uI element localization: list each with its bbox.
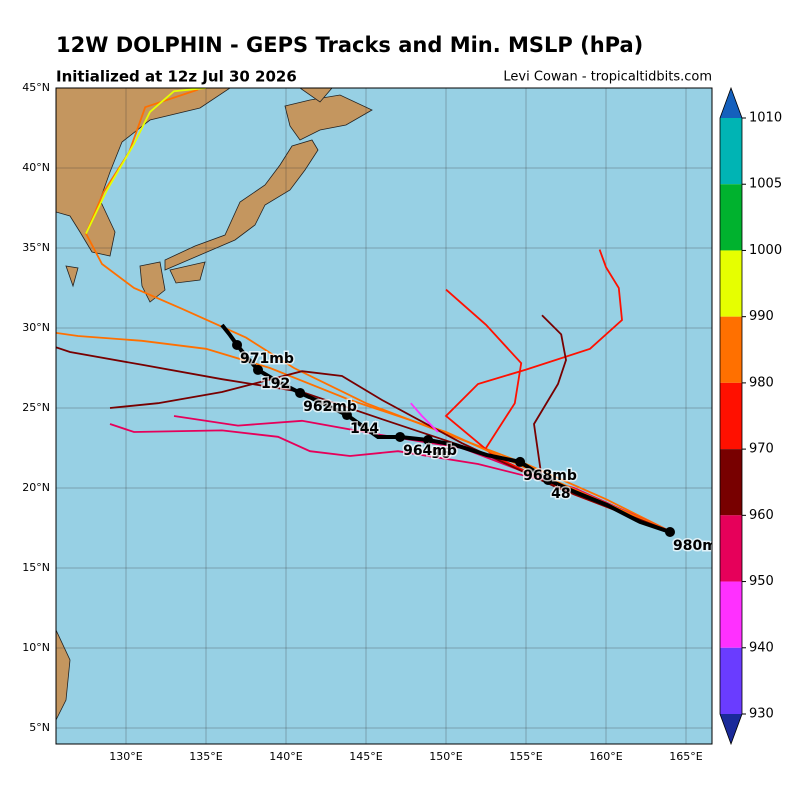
mean-label: 144	[350, 421, 379, 437]
lon-label: 160°E	[589, 750, 622, 763]
colorbar-extend	[720, 88, 742, 118]
colorbar-segment	[720, 515, 742, 582]
lat-label: 35°N	[22, 241, 50, 254]
colorbar-segment	[720, 316, 742, 383]
colorbar-label: 980	[749, 375, 774, 390]
member-track	[109, 423, 671, 533]
credit: Levi Cowan - tropicaltidbits.com	[503, 70, 712, 85]
land	[139, 261, 166, 303]
land	[299, 88, 333, 103]
lon-label: 140°E	[269, 750, 302, 763]
colorbar-segment	[720, 581, 742, 648]
colorbar-label: 960	[749, 508, 774, 523]
mean-point	[395, 431, 406, 442]
lat-label: 40°N	[22, 161, 50, 174]
map-frame	[55, 87, 713, 745]
colorbar-label: 930	[749, 707, 774, 722]
mean-label: 971mb	[240, 351, 294, 367]
mean-label: 964mb	[403, 443, 457, 459]
colorbar-extend	[720, 714, 742, 744]
mean-point	[515, 456, 526, 467]
lon-label: 135°E	[189, 750, 222, 763]
mean-label: 48	[551, 486, 570, 502]
colorbar-label: 1000	[749, 243, 782, 258]
land	[164, 139, 319, 271]
mean-point	[253, 364, 263, 375]
mean-label: 968mb	[523, 468, 577, 484]
member-track	[533, 314, 567, 481]
lon-label: 165°E	[669, 750, 702, 763]
colorbar-segment	[720, 382, 742, 450]
colorbar-segment	[720, 118, 742, 185]
lat-label: 25°N	[22, 401, 50, 414]
mean-point	[295, 387, 306, 398]
colorbar-segment	[720, 449, 742, 516]
title: 12W DOLPHIN - GEPS Tracks and Min. MSLP …	[56, 33, 643, 57]
mean-label: 192	[261, 376, 290, 392]
colorbar-label: 970	[749, 442, 774, 457]
colorbar-label: 990	[749, 309, 774, 324]
mean-point	[665, 527, 675, 537]
member-track	[410, 402, 439, 433]
lat-label: 30°N	[22, 321, 50, 334]
colorbar: 1010 1005 1000 990 980 970 960 950 940 930	[719, 86, 782, 746]
mean-label: 980mb	[673, 538, 727, 554]
lon-label: 150°E	[429, 750, 462, 763]
colorbar-label: 940	[749, 640, 774, 655]
colorbar-label: 950	[749, 574, 774, 589]
member-track	[445, 288, 523, 449]
member-track	[109, 370, 671, 533]
lon-label: 130°E	[109, 750, 142, 763]
lat-label: 5°N	[29, 721, 50, 734]
colorbar-label: 1010	[749, 111, 782, 126]
land	[169, 261, 206, 284]
land	[65, 265, 79, 288]
mean-label: 96	[431, 446, 450, 462]
colorbar-segment	[720, 647, 742, 714]
colorbar-segment	[720, 184, 742, 251]
mean-point	[341, 410, 352, 421]
mean-label: 962mb	[303, 399, 357, 415]
mean-track	[220, 323, 671, 534]
member-track	[444, 249, 671, 533]
member-track	[85, 88, 207, 234]
lon-label: 155°E	[509, 750, 542, 763]
mean-point	[423, 435, 434, 445]
lat-label: 20°N	[22, 481, 50, 494]
mean-point	[232, 339, 243, 350]
lat-label: 45°N	[22, 81, 50, 94]
colorbar-label: 1005	[749, 177, 782, 192]
subtitle: Initialized at 12z Jul 30 2026	[56, 68, 297, 86]
lat-label: 15°N	[22, 561, 50, 574]
land	[56, 629, 71, 721]
mean-point	[543, 475, 554, 485]
colorbar-segment	[720, 250, 742, 317]
lon-label: 145°E	[349, 750, 382, 763]
land	[56, 88, 231, 257]
ocean	[56, 88, 712, 744]
lat-label: 10°N	[22, 641, 50, 654]
